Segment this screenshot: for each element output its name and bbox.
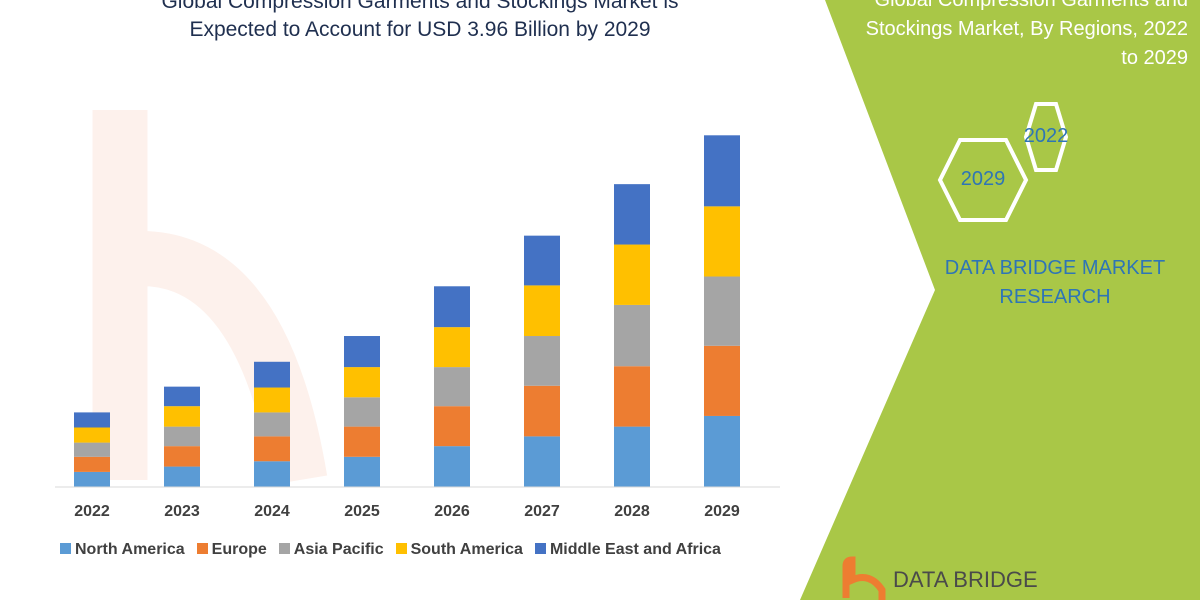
legend-label: Europe <box>211 541 267 558</box>
legend-swatch <box>196 543 208 554</box>
bar-segment-2025-3 <box>344 367 380 398</box>
bar-segment-2026-3 <box>434 327 470 368</box>
hexagon-2022 <box>1023 102 1069 172</box>
bar-segment-2026-4 <box>434 286 470 328</box>
legend-item: North America <box>60 541 185 559</box>
bar-segment-2022-2 <box>74 442 110 457</box>
bar-segment-2028-2 <box>614 304 650 367</box>
legend-swatch <box>278 543 290 554</box>
hex-label-2029: 2029 <box>960 168 1006 190</box>
bar-segment-2022-4 <box>74 412 110 428</box>
bar-segment-2025-0 <box>344 456 380 487</box>
logo-icon <box>842 556 886 600</box>
bar-chart <box>74 135 740 487</box>
title-line-2: Expected to Account for USD 3.96 Billion… <box>189 18 651 41</box>
bar-segment-2027-0 <box>524 436 560 487</box>
x-tick-label: 2024 <box>254 503 290 520</box>
side-title-line-3: to 2029 <box>1121 47 1188 69</box>
bar-segment-2026-0 <box>434 446 470 487</box>
bar-segment-2024-0 <box>254 461 290 487</box>
bar-segment-2028-4 <box>614 184 650 245</box>
bar-segment-2026-2 <box>434 367 470 407</box>
bar-segment-2029-0 <box>704 415 740 487</box>
bar-segment-2025-2 <box>344 397 380 427</box>
chart-title: Global Compression Garments and Stocking… <box>110 0 730 44</box>
legend-swatch <box>395 543 407 554</box>
legend-item: Middle East and Africa <box>534 541 721 559</box>
bar-segment-2028-3 <box>614 244 650 305</box>
legend-item: Asia Pacific <box>278 541 384 559</box>
x-tick-label: 2023 <box>164 503 200 520</box>
bar-segment-2025-1 <box>344 426 380 457</box>
bar-segment-2027-4 <box>524 235 560 286</box>
bar-segment-2029-4 <box>704 135 740 207</box>
legend-label: South America <box>410 541 523 558</box>
side-panel <box>800 0 1200 600</box>
hexagon-2029 <box>937 138 1029 222</box>
bar-segment-2023-3 <box>164 406 200 427</box>
bar-segment-2029-3 <box>704 206 740 277</box>
bar-segment-2022-3 <box>74 427 110 443</box>
side-panel-title: Global Compression Garments and Stocking… <box>808 0 1188 73</box>
bar-segment-2022-0 <box>74 471 110 487</box>
x-tick-label: 2028 <box>614 503 650 520</box>
title-line-1: Global Compression Garments and Stocking… <box>161 0 679 13</box>
bar-segment-2023-2 <box>164 426 200 447</box>
bar-segment-2026-1 <box>434 406 470 447</box>
brand-line-1: DATA BRIDGE MARKET <box>944 257 1166 279</box>
x-tick-label: 2025 <box>344 503 380 520</box>
bar-segment-2027-3 <box>524 285 560 337</box>
bar-segment-2024-4 <box>254 361 290 388</box>
bar-segment-2022-1 <box>74 456 110 472</box>
bar-segment-2023-1 <box>164 446 200 467</box>
side-title-line-1: Global Compression Garments and <box>874 0 1188 11</box>
brand-name: DATA BRIDGE MARKET RESEARCH <box>925 254 1185 312</box>
bar-segment-2023-4 <box>164 386 200 407</box>
legend-label: North America <box>75 541 185 558</box>
x-tick-label: 2026 <box>434 503 470 520</box>
legend-label: Middle East and Africa <box>549 541 721 558</box>
side-title-line-2: Stockings Market, By Regions, 2022 <box>865 18 1188 40</box>
bar-segment-2028-0 <box>614 426 650 487</box>
x-tick-label: 2029 <box>704 503 740 520</box>
legend-swatch <box>60 543 71 554</box>
logo-text: DATA BRIDGE <box>893 567 1038 592</box>
legend-label: Asia Pacific <box>293 541 384 558</box>
hex-label-2022: 2022 <box>1023 125 1069 147</box>
bar-segment-2027-2 <box>524 336 560 386</box>
legend-item: Europe <box>196 541 267 559</box>
x-tick-label: 2027 <box>524 503 560 520</box>
bar-segment-2024-1 <box>254 436 290 462</box>
legend-swatch <box>534 543 546 554</box>
bar-segment-2027-1 <box>524 385 560 437</box>
bar-segment-2028-1 <box>614 366 650 427</box>
brand-line-2: RESEARCH <box>999 286 1111 308</box>
bar-segment-2025-4 <box>344 336 380 368</box>
bar-segment-2029-1 <box>704 345 740 416</box>
bar-segment-2023-0 <box>164 466 200 487</box>
bar-segment-2024-3 <box>254 387 290 413</box>
bar-segment-2029-2 <box>704 276 740 346</box>
bar-segment-2024-2 <box>254 412 290 437</box>
legend-item: South America <box>395 541 523 559</box>
legend: North America Europe Asia Pacific South Ame… <box>60 541 721 559</box>
x-tick-label: 2022 <box>74 503 110 520</box>
